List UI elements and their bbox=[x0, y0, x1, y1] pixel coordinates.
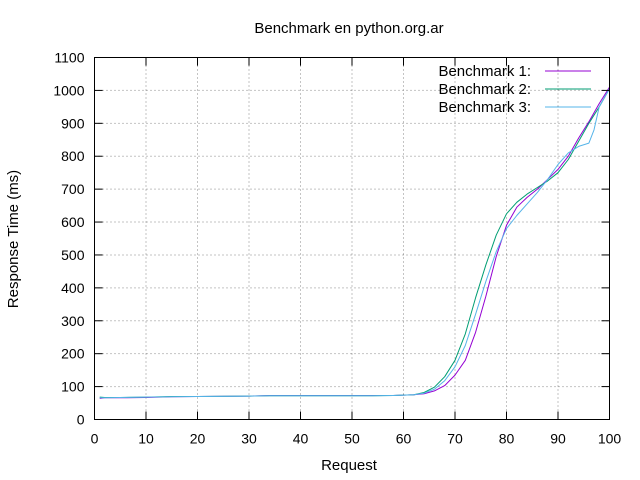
x-tick-label: 100 bbox=[598, 431, 622, 447]
x-tick-label: 80 bbox=[499, 431, 515, 447]
legend-entry-benchmark-1: Benchmark 1: bbox=[438, 63, 531, 80]
x-tick-label: 60 bbox=[396, 431, 412, 447]
y-tick-label: 700 bbox=[61, 181, 85, 197]
y-axis-label: Response Time (ms) bbox=[5, 170, 22, 308]
legend-entry-benchmark-3: Benchmark 3: bbox=[438, 99, 531, 116]
y-tick-label: 0 bbox=[77, 412, 85, 428]
series-line-benchmark-1 bbox=[99, 86, 610, 399]
grid-lines bbox=[94, 57, 610, 420]
x-tick-label: 10 bbox=[138, 431, 154, 447]
x-tick-label: 30 bbox=[241, 431, 257, 447]
y-tick-label: 200 bbox=[61, 346, 85, 362]
y-tick-label: 800 bbox=[61, 148, 85, 164]
x-tick-label: 90 bbox=[550, 431, 566, 447]
chart-title: Benchmark en python.org.ar bbox=[254, 20, 443, 37]
series-line-benchmark-3 bbox=[99, 88, 610, 399]
y-tick-label: 1100 bbox=[54, 50, 84, 66]
series-line-benchmark-2 bbox=[99, 88, 610, 398]
x-axis-label: Request bbox=[321, 457, 378, 474]
y-tick-label: 900 bbox=[61, 115, 85, 131]
x-tick-label: 20 bbox=[190, 431, 206, 447]
y-tick-label: 300 bbox=[61, 313, 85, 329]
y-tick-label: 100 bbox=[61, 379, 85, 395]
x-tick-label: 0 bbox=[91, 431, 99, 447]
y-tick-label: 1000 bbox=[53, 82, 84, 98]
x-tick-label: 50 bbox=[344, 431, 360, 447]
legend: Benchmark 1:Benchmark 2:Benchmark 3: bbox=[438, 63, 591, 116]
y-tick-label: 500 bbox=[61, 247, 85, 263]
x-tick-label: 70 bbox=[447, 431, 463, 447]
x-tick-label: 40 bbox=[293, 431, 309, 447]
legend-entry-benchmark-2: Benchmark 2: bbox=[438, 81, 531, 98]
series-lines bbox=[99, 86, 610, 399]
axis-ticks: 0 100 200 300 400 500 600 700 800 900 1000 1100 0 10 2… bbox=[53, 50, 621, 447]
y-tick-label: 400 bbox=[61, 280, 85, 296]
y-tick-label: 600 bbox=[61, 214, 85, 230]
